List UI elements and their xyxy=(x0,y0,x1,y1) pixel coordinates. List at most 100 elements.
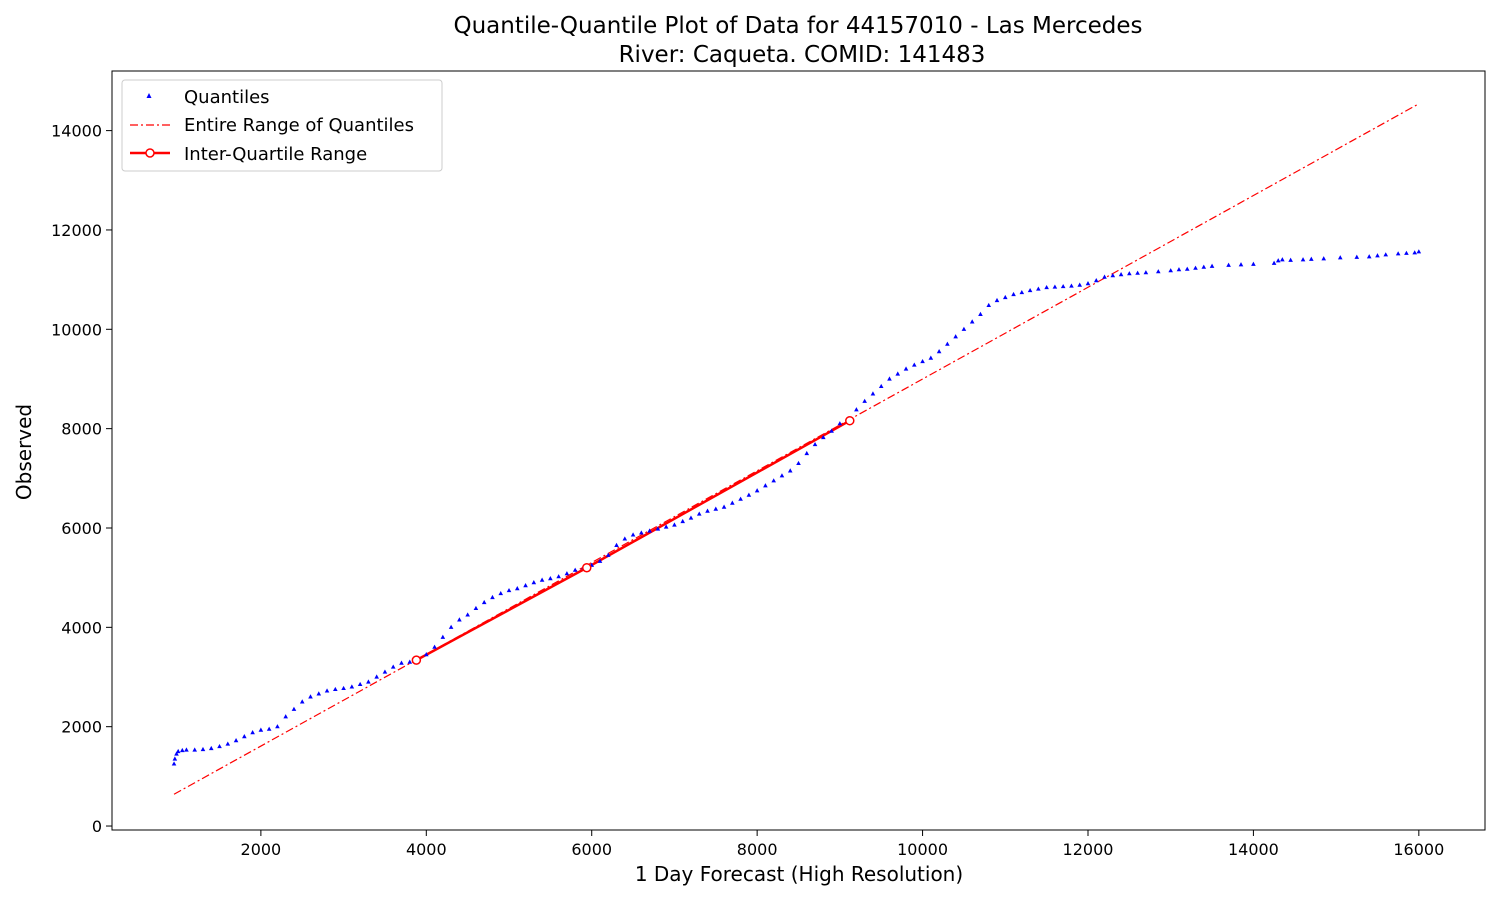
quantile-point xyxy=(1288,257,1293,262)
quantile-point xyxy=(308,694,313,699)
quantile-point xyxy=(614,542,619,547)
quantile-point xyxy=(1102,274,1107,279)
quantile-point xyxy=(324,688,330,693)
quantile-point xyxy=(713,506,719,511)
quantile-point xyxy=(779,473,785,478)
quantile-point xyxy=(1093,278,1099,283)
quantile-point xyxy=(1044,284,1049,290)
legend-marker-quantiles xyxy=(146,93,152,98)
quantile-point xyxy=(1201,264,1207,269)
quantile-point xyxy=(696,511,702,516)
y-tick-label: 12000 xyxy=(51,221,102,240)
quantile-point xyxy=(1354,254,1360,259)
quantile-point xyxy=(1404,250,1409,255)
quantile-point xyxy=(655,526,661,531)
quantile-point xyxy=(1238,262,1244,267)
quantile-point xyxy=(1127,271,1132,276)
quantile-point xyxy=(349,684,355,689)
legend-item-iqr: Inter-Quartile Range xyxy=(130,144,367,165)
quantile-point xyxy=(821,434,826,440)
quantile-point xyxy=(688,515,694,520)
quantile-point xyxy=(936,349,942,354)
quantile-point xyxy=(862,398,867,403)
quantile-point xyxy=(763,483,768,488)
quantile-point xyxy=(1036,286,1041,291)
quantile-point xyxy=(490,594,495,600)
quantile-point xyxy=(448,624,454,629)
quantile-point xyxy=(1275,258,1281,263)
quantile-point xyxy=(663,524,669,529)
y-tick-label: 6000 xyxy=(61,519,102,538)
quantile-point xyxy=(1060,283,1066,289)
quantile-point xyxy=(299,699,305,704)
quantile-point xyxy=(174,751,179,756)
quantile-point xyxy=(457,617,462,622)
quantile-point xyxy=(390,664,396,669)
y-axis-label: Observed xyxy=(12,404,36,500)
x-tick-label: 6000 xyxy=(571,840,612,859)
quantile-point xyxy=(903,366,909,371)
quantile-point xyxy=(1321,256,1327,261)
quantile-point xyxy=(837,421,843,426)
quantile-point xyxy=(242,734,247,739)
quantile-point xyxy=(382,669,388,674)
quantile-point xyxy=(1366,254,1372,259)
quantile-point xyxy=(440,634,446,639)
x-axis: 2000 4000 6000 8000 10000 12000 14000 16000 xyxy=(241,830,1444,859)
chart-title: Quantile-Quantile Plot of Data for 44157… xyxy=(453,13,1142,39)
legend-box xyxy=(121,79,443,172)
quantile-point xyxy=(531,580,537,585)
quantile-point xyxy=(1383,252,1389,257)
quantile-point xyxy=(1412,250,1417,255)
quantile-point xyxy=(498,590,504,596)
quantile-point xyxy=(945,341,950,346)
quantile-point xyxy=(854,407,859,412)
quantile-point xyxy=(1069,283,1074,288)
quantile-point xyxy=(473,605,479,611)
quantile-point xyxy=(1193,265,1198,270)
x-tick-label: 2000 xyxy=(241,840,282,859)
quantile-point xyxy=(374,674,379,679)
quantile-point xyxy=(481,599,487,605)
quantile-point xyxy=(192,747,198,752)
quantile-point xyxy=(812,441,818,447)
quantile-point xyxy=(1271,260,1277,265)
x-tick-label: 14000 xyxy=(1228,840,1279,859)
y-tick-label: 10000 xyxy=(51,320,102,339)
plot-area: 2000 4000 6000 8000 10000 12000 14000 16000 0 20… xyxy=(51,70,1486,859)
quantile-point xyxy=(1002,294,1008,300)
quantile-point xyxy=(746,492,752,497)
series-layer xyxy=(171,103,1422,795)
legend-item-quantiles: Quantiles xyxy=(146,87,270,108)
quantile-point xyxy=(1416,249,1422,254)
legend-marker-iqr xyxy=(145,148,155,158)
legend-label-quantiles: Quantiles xyxy=(184,87,270,108)
quantile-point xyxy=(548,576,553,581)
quantile-point xyxy=(1184,266,1190,271)
quantile-point xyxy=(787,468,793,473)
quantile-point xyxy=(250,730,255,735)
y-tick-label: 8000 xyxy=(61,420,102,439)
legend-label-iqr: Inter-Quartile Range xyxy=(184,144,367,165)
quantile-point xyxy=(1226,262,1231,267)
quantile-point xyxy=(316,691,322,696)
quantile-point xyxy=(911,362,917,367)
quantile-point xyxy=(1019,289,1025,295)
quantile-point xyxy=(961,326,967,331)
quantile-point xyxy=(523,583,528,588)
quantile-point xyxy=(953,334,958,339)
quantile-point xyxy=(539,577,545,582)
quantile-point xyxy=(721,504,727,509)
quantile-point xyxy=(705,508,710,513)
quantile-point xyxy=(1300,257,1306,262)
quantile-point xyxy=(1176,267,1182,272)
quantile-point xyxy=(754,488,760,493)
quantile-point xyxy=(829,428,834,433)
quantile-point xyxy=(341,685,346,691)
quantile-point xyxy=(928,355,934,360)
quantile-point xyxy=(357,681,363,687)
quantile-point xyxy=(647,528,652,533)
iqr-marker xyxy=(845,415,855,426)
quantile-point xyxy=(605,552,611,557)
